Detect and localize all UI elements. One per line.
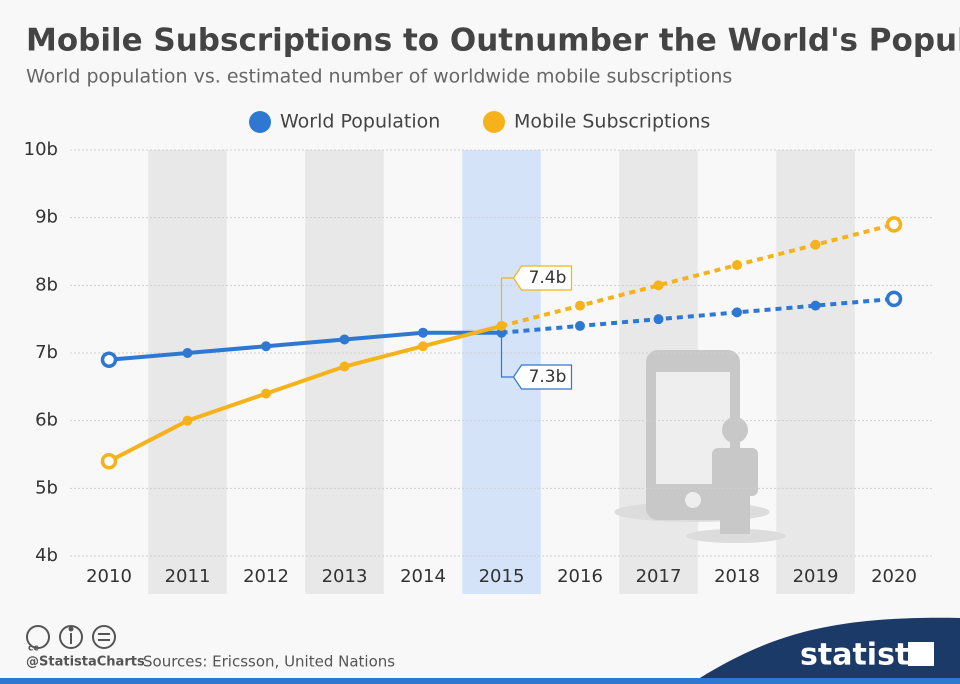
legend-label: World Population	[280, 111, 440, 133]
brand-name: statista	[800, 638, 930, 673]
point	[182, 415, 193, 426]
point	[261, 341, 271, 352]
point	[100, 351, 118, 369]
column-band	[776, 150, 855, 594]
point	[339, 361, 350, 372]
point	[100, 453, 118, 470]
point	[261, 388, 271, 399]
y-tick-label: 4b	[35, 545, 58, 566]
y-tick-label: 5b	[35, 477, 58, 498]
x-tick-label: 2020	[871, 566, 917, 587]
footer: cc @StatistaCharts Sources: Ericsson, Un…	[0, 617, 960, 684]
point	[575, 300, 585, 311]
footer-handle: @StatistaCharts	[26, 655, 145, 670]
x-tick-label: 2012	[243, 566, 289, 587]
data-label: 7.3b	[529, 367, 567, 387]
legend-label: Mobile Subscriptions	[514, 111, 710, 133]
point	[810, 239, 821, 250]
callout-box	[512, 265, 573, 291]
license-icons	[26, 625, 116, 649]
x-tick-label: 2017	[636, 566, 682, 587]
point	[653, 314, 664, 325]
svg-text:cc: cc	[28, 644, 39, 654]
x-tick-label: 2010	[86, 566, 132, 587]
y-tick-label: 7b	[35, 342, 58, 363]
chart-title: Mobile Subscriptions to Outnumber the Wo…	[26, 23, 960, 59]
y-tick-label: 10b	[24, 139, 58, 160]
point	[885, 216, 903, 233]
point	[653, 280, 664, 291]
point	[732, 307, 742, 318]
point	[339, 334, 350, 345]
x-tick-label: 2015	[479, 566, 525, 587]
x-tick-label: 2013	[322, 566, 368, 587]
callout-leader	[500, 277, 514, 326]
y-tick-label: 8b	[35, 274, 58, 295]
legend-marker	[249, 111, 271, 133]
point	[182, 348, 193, 358]
y-tick-label: 9b	[35, 207, 58, 228]
brand-wave	[690, 617, 960, 684]
x-tick-label: 2016	[557, 566, 603, 587]
column-band	[305, 150, 384, 594]
point	[418, 327, 428, 338]
column-band	[148, 150, 227, 594]
projected-line	[500, 222, 895, 328]
x-tick-label: 2019	[793, 566, 839, 587]
data-label: 7.4b	[529, 268, 567, 288]
line	[108, 330, 502, 362]
callout-box	[512, 364, 573, 390]
y-tick-label: 6b	[35, 410, 58, 431]
line	[108, 323, 503, 464]
point	[575, 320, 585, 331]
chart-subtitle: World population vs. estimated number of…	[26, 66, 732, 88]
point	[732, 260, 742, 271]
x-tick-label: 2014	[400, 566, 446, 587]
callout-leader	[500, 332, 514, 378]
footer-source: Sources: Ericsson, United Nations	[143, 653, 395, 671]
point	[418, 341, 428, 352]
brand-logo	[908, 642, 934, 666]
point	[885, 290, 903, 308]
x-tick-label: 2018	[714, 566, 760, 587]
bottom-bar	[0, 678, 960, 684]
phone-illustration	[614, 350, 786, 543]
point	[810, 300, 821, 311]
x-tick-label: 2011	[165, 566, 211, 587]
legend-marker	[483, 111, 505, 133]
